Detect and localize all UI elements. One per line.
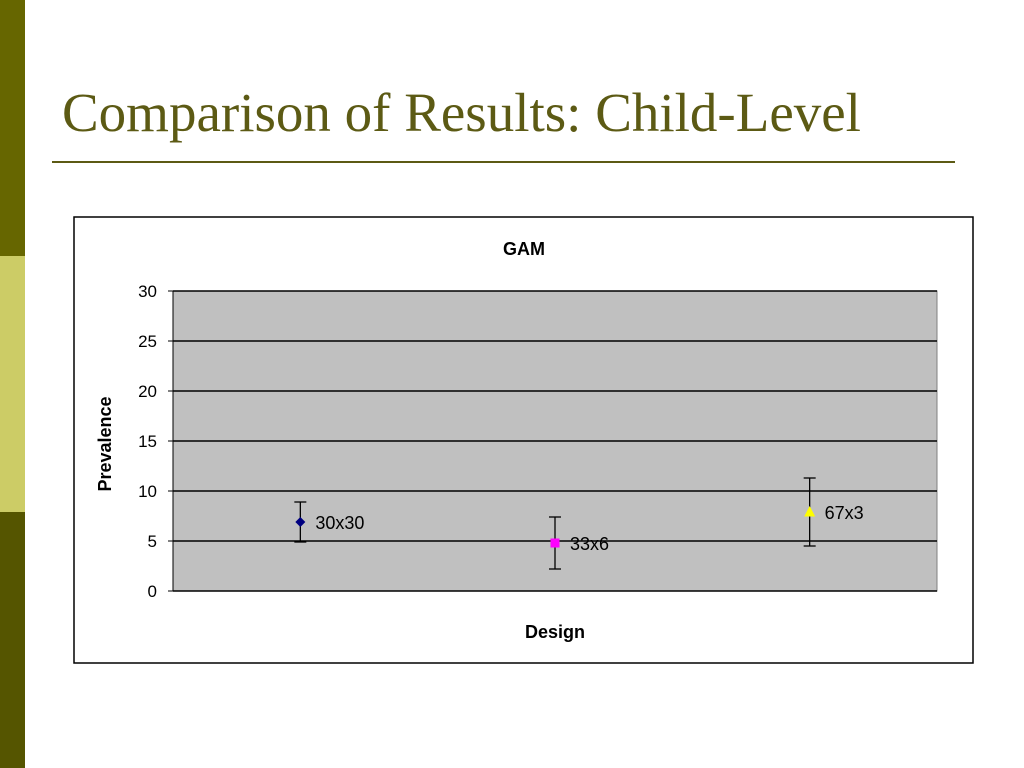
side-bar-bottom (0, 512, 25, 768)
y-tick-label: 25 (138, 332, 157, 351)
marker (804, 506, 816, 517)
chart-title: GAM (503, 239, 545, 259)
point-label: 67x3 (825, 503, 864, 523)
x-axis-label: Design (525, 622, 585, 642)
side-bar-middle (0, 256, 25, 512)
y-tick-label: 10 (138, 482, 157, 501)
y-tick-label: 15 (138, 432, 157, 451)
point-label: 30x30 (315, 513, 364, 533)
y-tick-label: 5 (148, 532, 157, 551)
slide-title: Comparison of Results: Child-Level (62, 82, 861, 143)
point-label: 33x6 (570, 534, 609, 554)
y-axis-label: Prevalence (95, 396, 115, 491)
y-tick-label: 0 (148, 582, 157, 601)
marker (550, 538, 560, 548)
y-tick-label: 30 (138, 282, 157, 301)
marker (295, 517, 306, 527)
side-bar-top (0, 0, 25, 256)
y-tick-label: 20 (138, 382, 157, 401)
